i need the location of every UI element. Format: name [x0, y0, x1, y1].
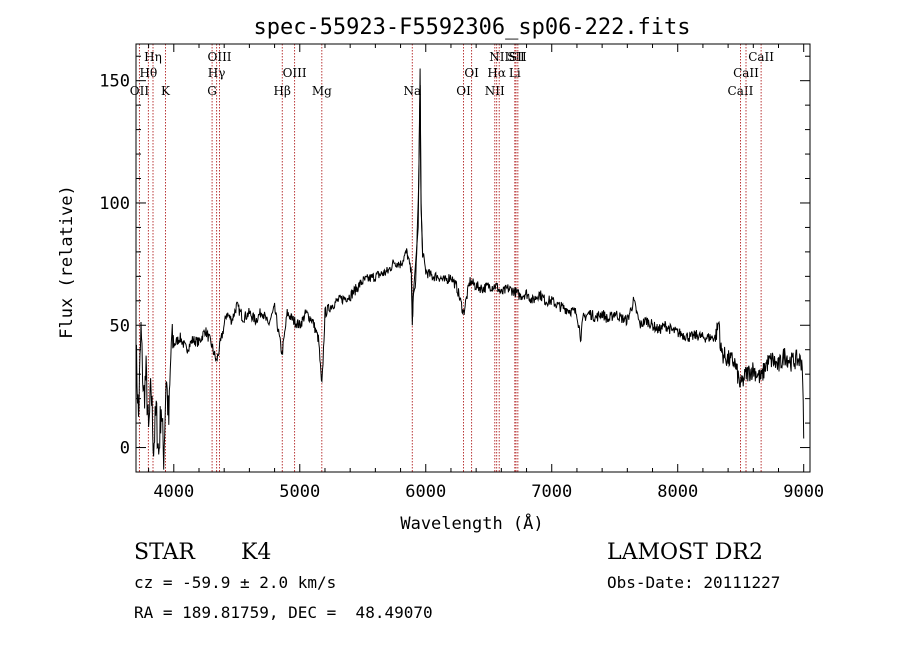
y-tick-label: 150	[99, 72, 130, 92]
spectrum-sodium-feature	[410, 68, 424, 326]
observation-date: Obs-Date: 20111227	[607, 573, 781, 592]
plot-frame	[135, 43, 811, 473]
spectral-line-label: NII	[489, 50, 509, 64]
x-tick-label: 4000	[153, 482, 194, 502]
coordinates: RA = 189.81759, DEC = 48.49070	[134, 603, 433, 622]
spectral-line-label: Hη	[144, 50, 162, 64]
spectral-line-label: CaII	[733, 66, 759, 80]
spectral-line-label: Na	[403, 84, 421, 98]
spectral-line-label: OII	[130, 84, 150, 98]
x-tick-label: 9000	[783, 482, 824, 502]
spectral-line-label: G	[207, 84, 217, 98]
spectral-line-label: OIII	[207, 50, 231, 64]
y-tick-label: 50	[110, 316, 130, 336]
spectral-line-label: Hγ	[208, 66, 226, 80]
redshift-velocity: cz = -59.9 ± 2.0 km/s	[134, 573, 337, 592]
spectral-line-label: CaII	[748, 50, 774, 64]
spectral-line-label: Mg	[312, 84, 332, 98]
y-axis-label: Flux (relative)	[57, 185, 77, 339]
axes: 4000 5000 6000 7000 8000 9000 0 50 100 150	[99, 44, 824, 502]
x-tick-label: 6000	[405, 482, 446, 502]
x-tick-label: 8000	[657, 482, 698, 502]
y-tick-label: 0	[120, 439, 130, 459]
spectral-line-label: NII	[485, 84, 505, 98]
spectral-line-label: Hβ	[274, 84, 291, 98]
spectrum-series-line	[135, 85, 805, 470]
object-class: STAR	[134, 540, 195, 565]
x-axis-label: Wavelength (Å)	[400, 512, 543, 534]
survey-name: LAMOST DR2	[607, 540, 763, 565]
object-subclass: K4	[241, 540, 272, 565]
x-tick-label: 7000	[531, 482, 572, 502]
spectral-line-label: Li	[509, 66, 521, 80]
spectral-line-label: Hα	[487, 66, 506, 80]
spectral-line-label: CaII	[728, 84, 754, 98]
y-tick-label: 100	[99, 194, 130, 214]
spectral-line-label: SII	[507, 50, 525, 64]
spectral-line-label: K	[161, 84, 171, 98]
spectral-line-label: OI	[456, 84, 471, 98]
x-tick-label: 5000	[279, 482, 320, 502]
spectral-line-label: SII	[509, 50, 527, 64]
spectral-line-label: Hθ	[139, 66, 157, 80]
chart-title: spec-55923-F5592306_sp06-222.fits	[253, 15, 690, 40]
spectral-line-label: OI	[464, 66, 479, 80]
spectral-line-label: OIII	[283, 66, 307, 80]
